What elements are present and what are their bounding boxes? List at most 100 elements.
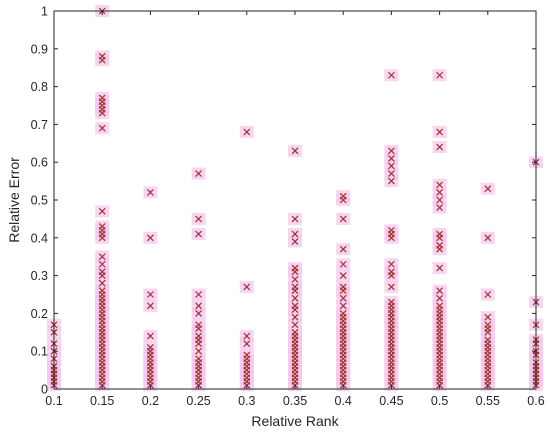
data-point-stroke (339, 272, 347, 280)
data-point (484, 321, 492, 329)
data-point-stroke (291, 313, 299, 321)
data-point-stroke (436, 241, 444, 249)
data-point-stroke (98, 124, 106, 132)
y-tick-label: 0.5 (31, 194, 48, 208)
data-point (98, 124, 106, 132)
data-point (195, 347, 203, 355)
data-point-stroke (436, 196, 444, 204)
data-point (291, 294, 299, 302)
x-tick-label: 0.25 (186, 394, 210, 408)
data-point (195, 355, 203, 363)
y-tick-label: 0.6 (31, 156, 48, 170)
data-point (387, 170, 395, 177)
data-point (436, 230, 444, 238)
data-point-stroke (436, 230, 444, 238)
data-point (195, 321, 203, 329)
data-point-stroke (195, 355, 203, 363)
x-tick-label: 0.45 (379, 394, 403, 408)
data-point (195, 230, 203, 238)
data-point-stroke (291, 238, 299, 246)
data-point-stroke (243, 128, 251, 136)
data-point (195, 309, 203, 317)
data-point-stroke (291, 147, 299, 155)
data-point (195, 215, 203, 223)
data-point (291, 238, 299, 246)
data-point (484, 336, 492, 344)
x-tick-label: 0.4 (335, 394, 352, 408)
data-point-stroke (243, 340, 251, 348)
data-point-stroke (436, 189, 444, 196)
data-point-stroke (146, 343, 154, 351)
data-point-stroke (436, 204, 444, 211)
y-tick-label: 0.4 (31, 231, 48, 245)
data-point-stroke (195, 309, 203, 317)
data-point-stroke (339, 245, 347, 253)
data-point-stroke (146, 332, 154, 340)
data-point-stroke (484, 185, 492, 193)
data-point (291, 328, 299, 336)
data-point (484, 185, 492, 193)
data-point-stroke (436, 287, 444, 295)
data-point (146, 332, 154, 340)
data-point (195, 291, 203, 298)
data-point (146, 343, 154, 351)
y-axis-title: Relative Error (6, 157, 22, 243)
y-tick-label: 0.7 (31, 118, 48, 132)
data-point-stroke (387, 177, 395, 185)
data-point-stroke (98, 279, 106, 287)
data-point-stroke (98, 268, 106, 276)
data-point (146, 302, 154, 310)
data-point (243, 332, 251, 340)
data-point (98, 94, 106, 102)
data-point-stroke (339, 283, 347, 291)
data-point (436, 287, 444, 295)
data-point (484, 313, 492, 321)
data-point (436, 196, 444, 204)
data-point (436, 143, 444, 151)
data-point (436, 302, 444, 310)
data-point (98, 207, 106, 215)
data-point-stroke (243, 283, 251, 291)
data-point (339, 192, 347, 200)
data-point-stroke (436, 181, 444, 189)
marker-halo-layer (47, 5, 543, 392)
data-point (243, 351, 251, 359)
data-point-stroke (98, 94, 106, 102)
data-point-stroke (436, 71, 444, 79)
data-point-stroke (195, 291, 203, 298)
data-point (436, 204, 444, 211)
data-point (98, 287, 106, 295)
x-tick-label: 0.2 (142, 394, 159, 408)
data-point-stroke (484, 336, 492, 344)
data-point (243, 340, 251, 348)
data-point-stroke (291, 275, 299, 283)
data-point-stroke (387, 170, 395, 177)
data-point (436, 241, 444, 249)
data-point-stroke (98, 260, 106, 268)
data-point (387, 177, 395, 185)
data-point (195, 170, 203, 177)
data-point (484, 234, 492, 242)
y-tick-label: 0.1 (31, 345, 48, 359)
data-point-stroke (98, 207, 106, 215)
data-point-stroke (291, 215, 299, 223)
data-point (339, 283, 347, 291)
data-point (195, 332, 203, 340)
data-point-stroke (243, 351, 251, 359)
data-point (387, 71, 395, 79)
data-point (146, 234, 154, 242)
data-point (291, 283, 299, 291)
data-point-stroke (387, 162, 395, 170)
data-point (436, 189, 444, 196)
data-point (146, 189, 154, 196)
data-point-stroke (195, 321, 203, 329)
data-point (243, 283, 251, 291)
x-tick-label: 0.15 (90, 394, 114, 408)
data-point-stroke (195, 215, 203, 223)
data-point (291, 264, 299, 272)
data-point-stroke (291, 264, 299, 272)
data-point-stroke (146, 189, 154, 196)
data-point (339, 215, 347, 223)
data-point (436, 128, 444, 136)
data-point (98, 253, 106, 261)
